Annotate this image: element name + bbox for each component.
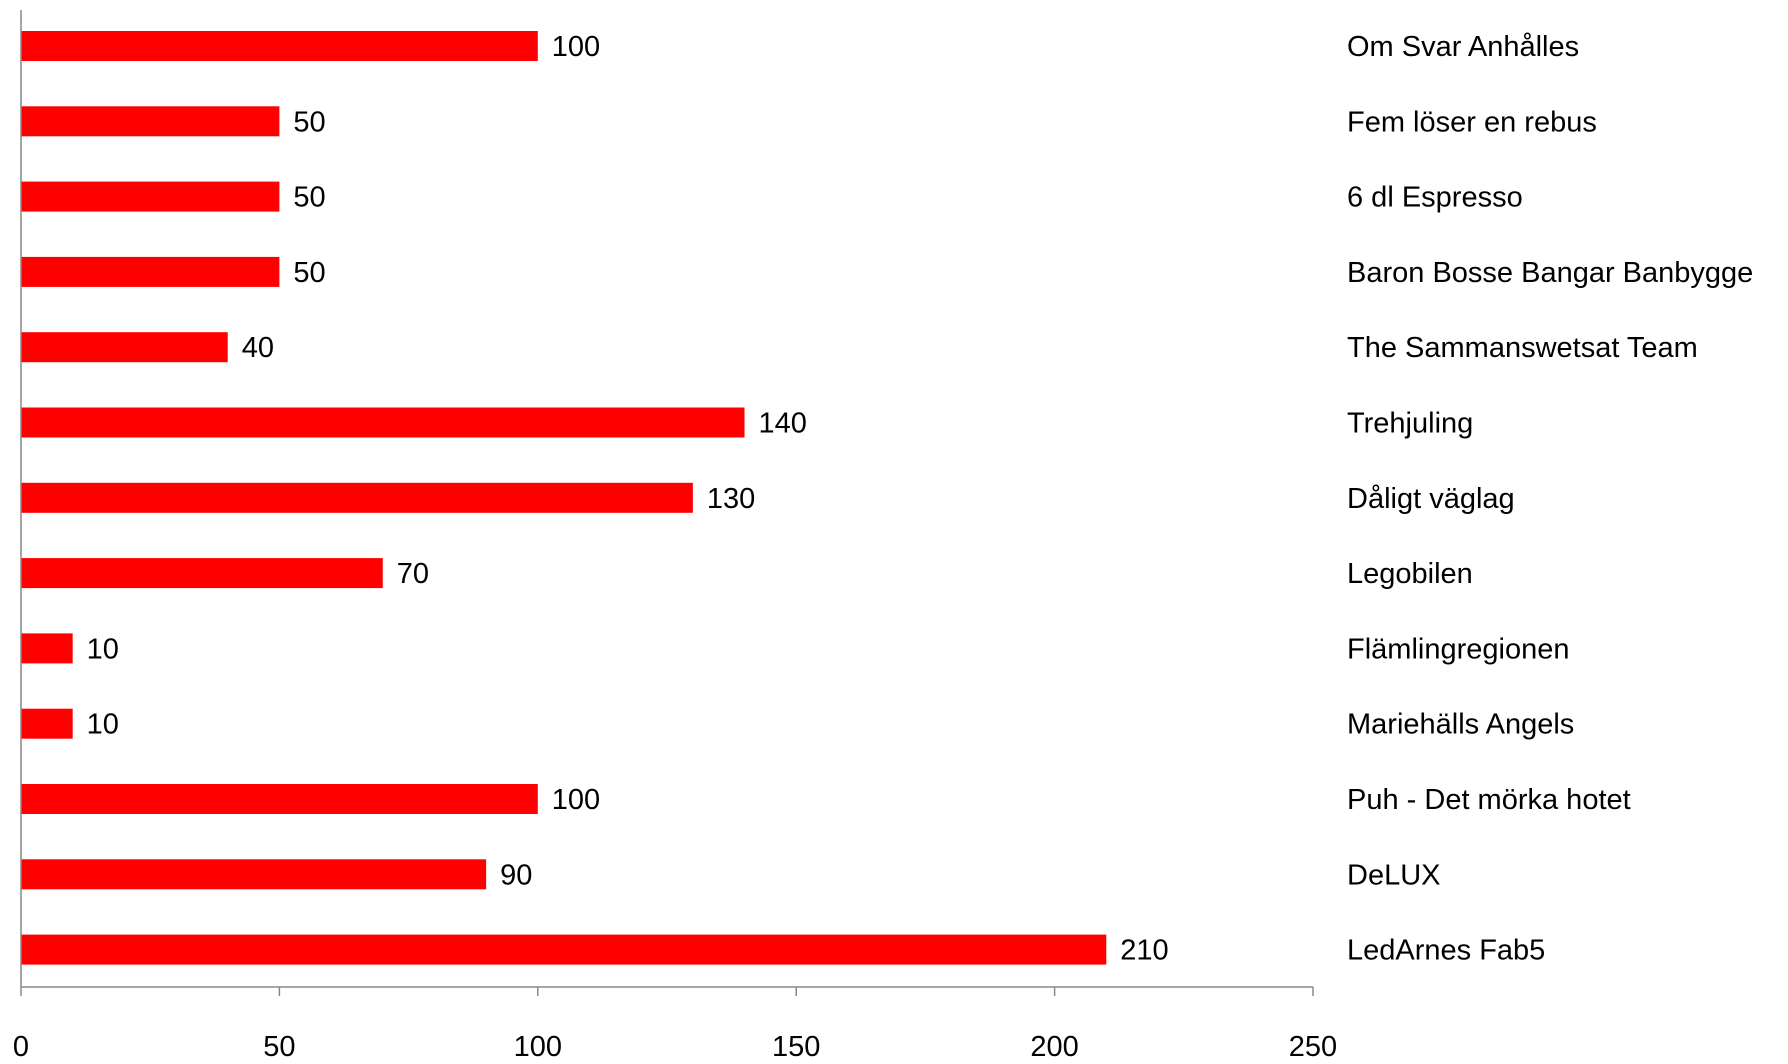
- bar: [21, 558, 383, 589]
- category-label: DeLUX: [1347, 859, 1441, 891]
- data-label: 50: [293, 106, 325, 138]
- data-label: 130: [707, 483, 755, 515]
- x-tick-label: 250: [1289, 1031, 1337, 1059]
- bar: [21, 407, 745, 438]
- category-label: Flämlingregionen: [1347, 633, 1569, 665]
- bar: [21, 181, 280, 212]
- bar: [21, 708, 73, 739]
- x-tick-label: 200: [1030, 1031, 1078, 1059]
- category-label: Mariehälls Angels: [1347, 709, 1574, 741]
- category-label: Legobilen: [1347, 558, 1473, 590]
- bars-layer: [21, 31, 1107, 965]
- data-label: 210: [1120, 935, 1168, 967]
- data-label: 10: [87, 633, 119, 665]
- bar: [21, 106, 280, 137]
- data-label: 100: [552, 31, 600, 63]
- x-tick-label: 150: [772, 1031, 820, 1059]
- category-label: Om Svar Anhålles: [1347, 31, 1579, 63]
- bar: [21, 482, 693, 513]
- x-axis: 0 50 100 150 200 250: [13, 10, 1337, 1063]
- x-tick-label: 100: [514, 1031, 562, 1059]
- data-label: 140: [759, 408, 807, 440]
- x-tick-label: 50: [263, 1031, 295, 1059]
- bar: [21, 784, 538, 814]
- data-label: 50: [293, 182, 325, 214]
- bar: [21, 859, 487, 890]
- category-label: Trehjuling: [1347, 408, 1473, 440]
- category-label: LedArnes Fab5: [1347, 935, 1545, 967]
- category-label: The Sammanswetsat Team: [1347, 332, 1698, 364]
- x-tick-label: 0: [13, 1031, 29, 1059]
- category-label: 6 dl Espresso: [1347, 182, 1523, 214]
- bar: [21, 332, 228, 363]
- data-label: 70: [397, 558, 429, 590]
- bar: [21, 934, 1107, 965]
- category-label: Fem löser en rebus: [1347, 106, 1597, 138]
- bar: [21, 256, 280, 287]
- bar: [21, 633, 73, 664]
- data-label: 10: [87, 709, 119, 741]
- data-label: 90: [500, 859, 532, 891]
- category-label: Dåligt väglag: [1347, 483, 1515, 515]
- data-label: 50: [293, 257, 325, 289]
- labels-layer: 100 Om Svar Anhålles 50 Fem löser en rebus 5…: [87, 31, 1754, 967]
- data-label: 40: [242, 332, 274, 364]
- data-label: 100: [552, 784, 600, 816]
- bar: [21, 31, 538, 61]
- category-label: Puh - Det mörka hotet: [1347, 784, 1631, 816]
- category-label: Baron Bosse Bangar Banbygge: [1347, 257, 1753, 289]
